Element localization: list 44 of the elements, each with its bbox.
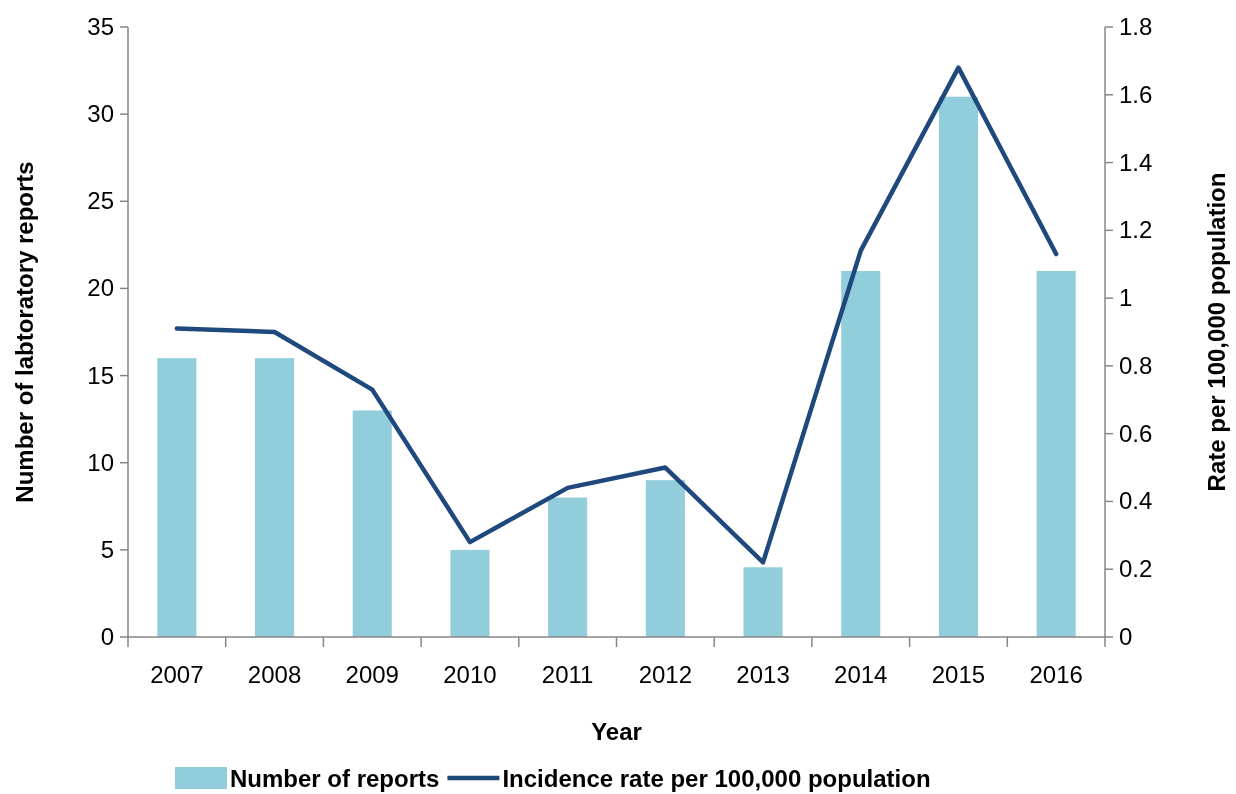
x-tick-label: 2016 — [1029, 661, 1083, 688]
y2-tick-label: 1.4 — [1119, 148, 1153, 176]
bar — [743, 567, 783, 637]
x-tick-label: 2007 — [150, 661, 204, 688]
y2-tick-label: 1.2 — [1119, 216, 1153, 244]
y2-tick-label: 0.2 — [1119, 555, 1153, 583]
y-axis-title: Number of labtoratory reports — [11, 161, 38, 503]
x-tick-label: 2008 — [247, 661, 302, 688]
line-series — [174, 65, 1059, 565]
bar — [255, 358, 295, 637]
bar — [450, 549, 490, 637]
bar — [645, 480, 685, 637]
x-tick-label: 2012 — [638, 661, 693, 688]
y-tick-label: 20 — [87, 274, 114, 302]
x-tick-label: 2011 — [541, 661, 594, 688]
x-tick-label: 2009 — [345, 661, 399, 688]
x-tick-label: 2010 — [443, 661, 497, 688]
x-tick-label: 2013 — [736, 661, 790, 688]
y-tick-label: 35 — [87, 13, 114, 40]
legend-label: Number of reports — [230, 765, 440, 792]
y-tick-label: 25 — [87, 187, 114, 215]
bar — [841, 271, 881, 637]
y2-tick-label: 1.6 — [1119, 80, 1153, 108]
y-tick-label: 10 — [87, 448, 114, 476]
x-tick-label: 2015 — [931, 661, 986, 688]
y2-tick-label: 0.8 — [1119, 351, 1153, 379]
y2-tick-label: 1 — [1119, 284, 1133, 312]
y2-tick-label: 0.6 — [1119, 419, 1153, 447]
legend-label: Incidence rate per 100,000 population — [502, 765, 931, 792]
y-tick-label: 5 — [100, 535, 114, 563]
y2-tick-label: 1.8 — [1119, 13, 1153, 40]
y-tick-label: 15 — [87, 361, 114, 389]
bar — [548, 497, 588, 637]
y-tick-label: 30 — [87, 100, 114, 128]
bar — [1036, 271, 1076, 637]
x-axis-title: Year — [591, 718, 642, 745]
bar — [352, 410, 392, 637]
y2-tick-label: 0 — [1119, 623, 1133, 650]
y2-axis-title: Rate per 100,000 population — [1203, 172, 1230, 492]
bar — [157, 358, 197, 637]
bar — [938, 96, 978, 637]
y-tick-label: 0 — [100, 623, 114, 650]
y2-tick-label: 0.4 — [1119, 487, 1153, 515]
x-tick-label: 2014 — [834, 661, 888, 688]
